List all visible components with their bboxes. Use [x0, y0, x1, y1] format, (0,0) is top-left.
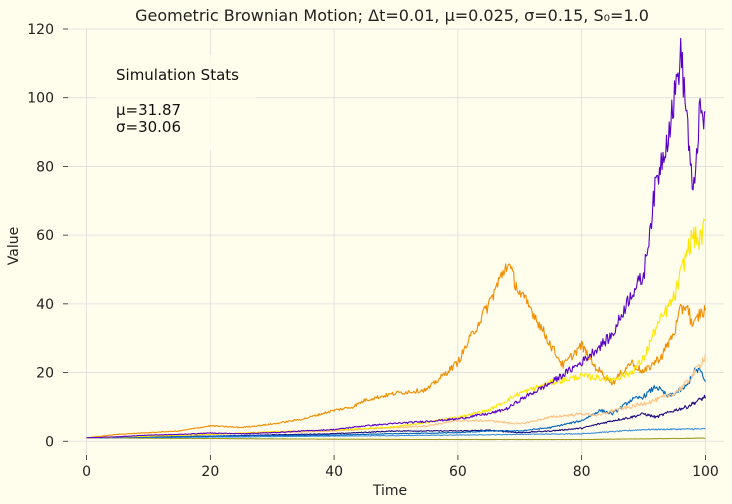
y-tick-label: 120	[27, 22, 54, 38]
x-axis-label: Time	[372, 483, 407, 499]
chart-title: Geometric Brownian Motion; Δt=0.01, μ=0.…	[135, 6, 649, 25]
y-axis-label: Value	[6, 227, 22, 265]
series-line	[86, 437, 706, 441]
series-line	[86, 37, 706, 439]
x-tick-label: 20	[201, 464, 219, 480]
series-layer	[86, 37, 706, 441]
x-tick-label: 40	[325, 464, 343, 480]
series-line	[86, 353, 706, 439]
tick-layer: 0 20 40 60 80 100 0 20 40 60 80 100 120	[27, 22, 719, 480]
series-line	[86, 218, 706, 439]
x-tick-label: 80	[573, 464, 591, 480]
y-tick-label: 20	[36, 366, 54, 382]
stats-heading: Simulation Stats	[116, 66, 239, 84]
series-line	[86, 263, 706, 439]
x-tick-label: 100	[692, 464, 719, 480]
stats-sigma: σ=30.06	[116, 118, 181, 136]
y-tick-label: 100	[27, 91, 54, 107]
x-tick-label: 60	[449, 464, 467, 480]
y-tick-label: 40	[36, 297, 54, 313]
stats-box	[96, 55, 256, 150]
series-line	[86, 427, 706, 439]
stats-mu: μ=31.87	[116, 101, 181, 119]
y-tick-label: 80	[36, 159, 54, 175]
y-tick-label: 60	[36, 228, 54, 244]
stats-annotation: Simulation Stats μ=31.87 σ=30.06	[96, 55, 256, 150]
x-tick-label: 0	[82, 464, 91, 480]
series-line	[86, 367, 706, 439]
y-tick-label: 0	[45, 434, 54, 450]
